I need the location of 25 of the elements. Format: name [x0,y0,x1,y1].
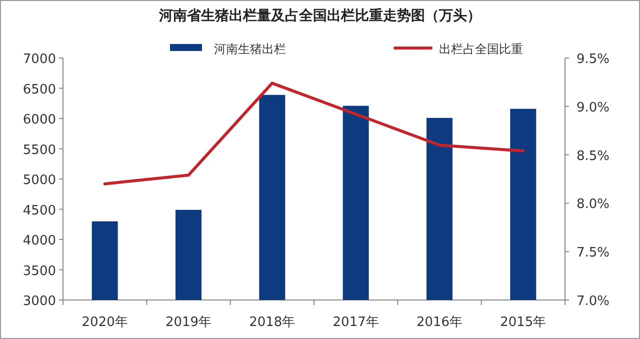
legend-label: 河南生猪出栏 [214,42,286,56]
y2-tick-label: 8.5% [576,148,610,164]
y-tick-label: 3500 [22,264,56,279]
y-tick-label: 6500 [22,82,56,98]
y2-tick-label: 9.5% [576,52,610,67]
y2-tick-label: 9.0% [576,100,610,116]
x-tick-label: 2019年 [165,315,212,330]
y-tick-label: 4000 [22,234,56,248]
x-tick-label: 2018年 [249,315,296,330]
x-tick-label: 2016年 [416,315,463,330]
legend-label: 出栏占全国比重 [439,42,523,56]
y-tick-label: 3000 [22,294,56,309]
x-tick-label: 2017年 [332,315,379,330]
y-tick-label: 5000 [22,173,56,188]
chart-title: 河南省生猪出栏量及占全国出栏比重走势图（万头） [158,8,481,24]
y2-tick-label: 7.0% [576,294,610,309]
x-tick-label: 2015年 [500,315,546,330]
y-tick-label: 7000 [22,52,56,67]
y2-tick-label: 7.5% [576,246,610,261]
y-tick-label: 4500 [22,203,56,218]
line-series [103,82,525,186]
x-tick-label: 2020年 [82,315,128,330]
y-tick-label: 5500 [22,142,56,158]
y-tick-label: 6000 [22,112,56,128]
y2-tick-label: 8.0% [576,197,610,212]
